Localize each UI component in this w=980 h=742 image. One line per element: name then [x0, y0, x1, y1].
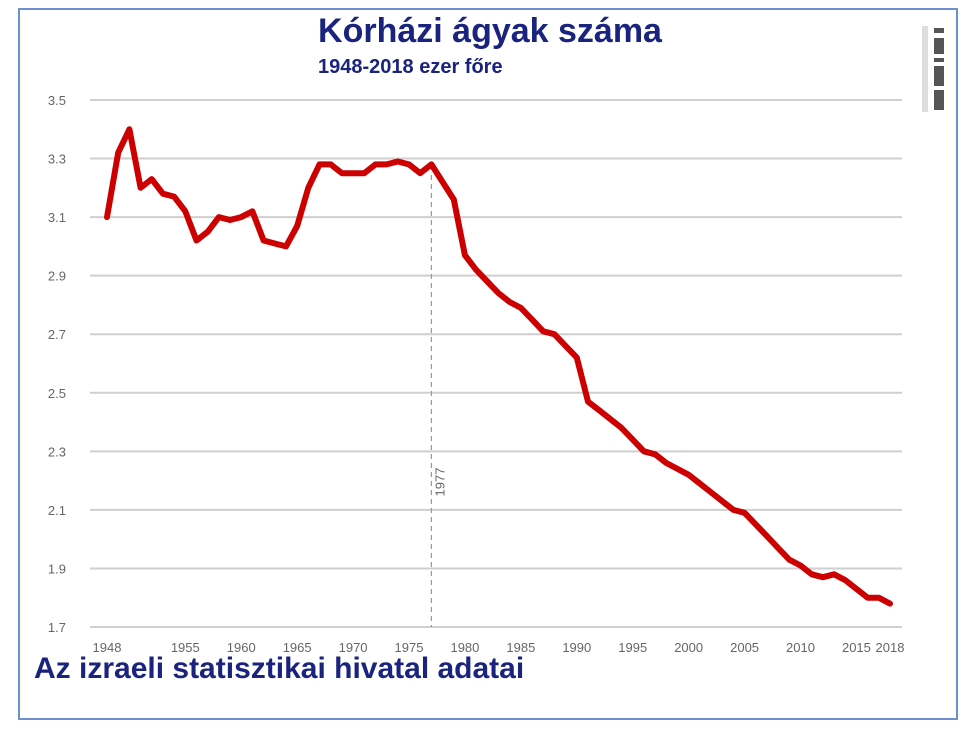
x-tick-labels: 1948 1955 1960 1965 1970 1975 1980 1985 1990 1995…	[93, 640, 905, 655]
x-tick-label: 1955	[171, 640, 200, 655]
x-tick-label: 1980	[450, 640, 479, 655]
grid-lines	[90, 99, 902, 628]
x-tick-label: 1960	[227, 640, 256, 655]
annotations: 1977	[430, 175, 447, 627]
y-tick-label: 3.5	[48, 93, 66, 108]
y-tick-label: 3.3	[48, 152, 66, 167]
chart-frame	[18, 8, 958, 720]
x-tick-label: 1965	[283, 640, 312, 655]
series-lines	[104, 126, 893, 607]
annotation-label: 1977	[432, 468, 447, 497]
data-source-note: Az izraeli statisztikai hivatal adatai	[34, 652, 525, 685]
chart-title: Kórházi ágyak száma	[318, 12, 662, 50]
y-tick-label: 2.5	[48, 386, 66, 401]
x-tick-label: 2010	[786, 640, 815, 655]
x-tick-label: 2005	[730, 640, 759, 655]
y-tick-label: 1.7	[48, 620, 66, 635]
x-tick-label: 1985	[506, 640, 535, 655]
y-tick-label: 2.3	[48, 444, 66, 459]
y-tick-labels: 1.7 1.9 2.1 2.3 2.5 2.7 2.9 3.1 3.3 3.5	[48, 93, 66, 635]
x-tick-label: 1975	[395, 640, 424, 655]
x-tick-label: 1995	[618, 640, 647, 655]
x-tick-label: 1970	[339, 640, 368, 655]
x-tick-label: 1948	[93, 640, 122, 655]
y-tick-label: 1.9	[48, 561, 66, 576]
x-tick-label: 1990	[562, 640, 591, 655]
y-tick-label: 2.7	[48, 327, 66, 342]
x-tick-label: 2018	[876, 640, 905, 655]
series-line	[104, 126, 893, 607]
x-tick-label: 2015	[842, 640, 871, 655]
y-tick-label: 2.9	[48, 269, 66, 284]
chart-subtitle: 1948-2018 ezer főre	[318, 56, 503, 78]
x-tick-label: 2000	[674, 640, 703, 655]
y-tick-label: 2.1	[48, 503, 66, 518]
y-tick-label: 3.1	[48, 210, 66, 225]
brand-logo-icon	[922, 22, 946, 114]
